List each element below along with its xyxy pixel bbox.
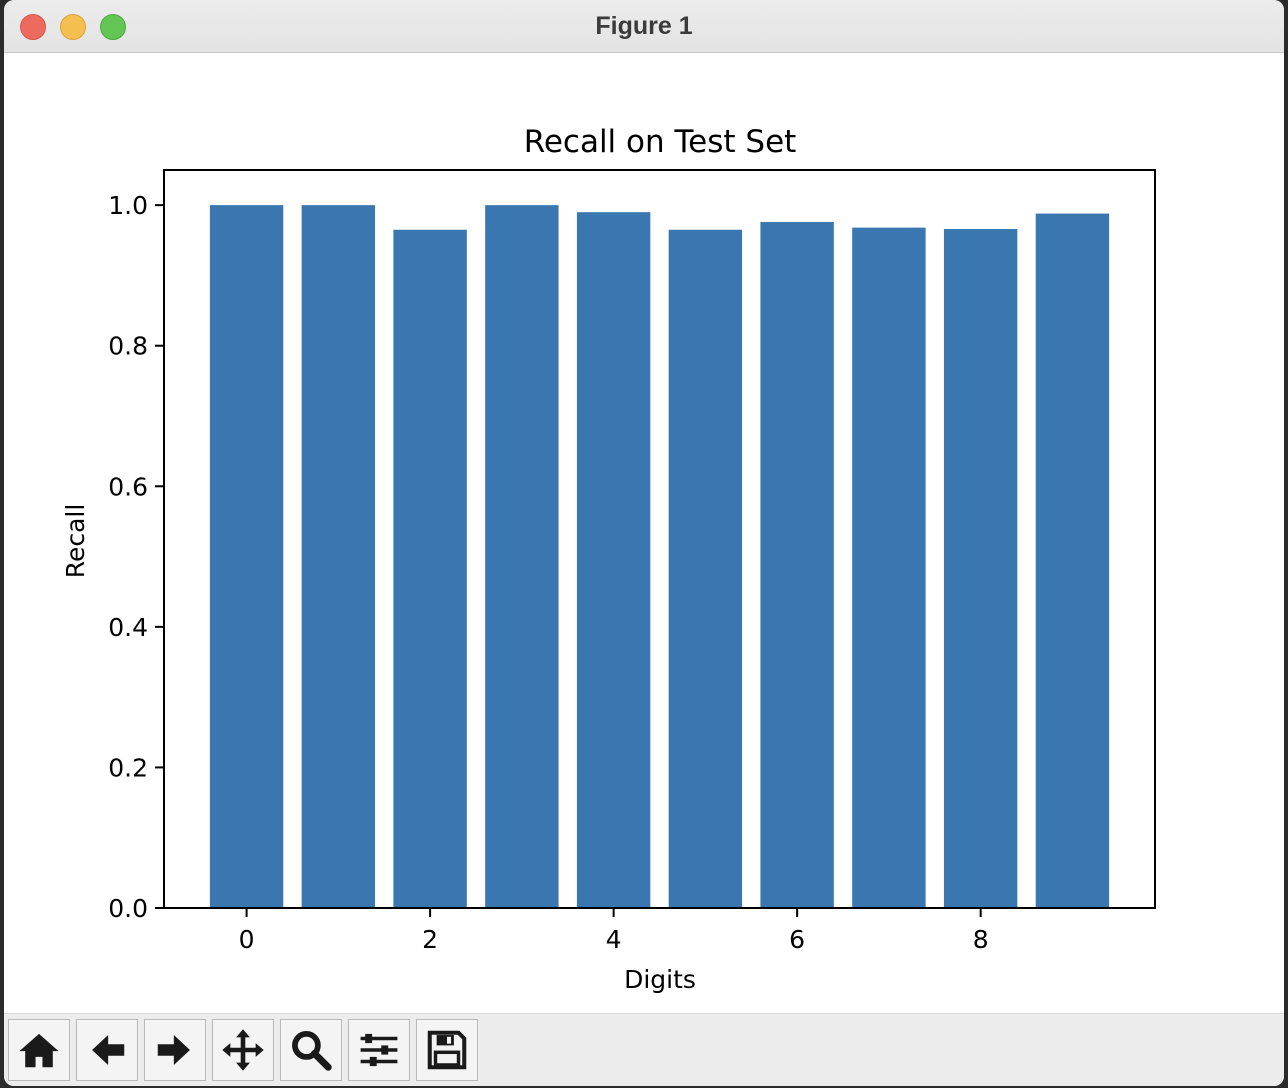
y-axis-label: Recall xyxy=(61,504,90,579)
pan-button[interactable] xyxy=(212,1019,274,1081)
x-axis-label: Digits xyxy=(624,965,696,994)
save-button[interactable] xyxy=(416,1019,478,1081)
navigation-toolbar xyxy=(4,1013,1284,1086)
forward-button[interactable] xyxy=(144,1019,206,1081)
bar-digit-0 xyxy=(209,205,284,909)
save-icon xyxy=(427,1030,467,1070)
maximize-window-button[interactable] xyxy=(100,14,126,40)
window-title: Figure 1 xyxy=(595,12,693,40)
bar-digit-9 xyxy=(1035,213,1110,908)
bar-digit-5 xyxy=(668,229,743,908)
bar-chart: Recall on Test Set Digits Recall 0 2 4 6 8 0… xyxy=(61,124,1156,994)
plot-area-frame xyxy=(163,169,1156,909)
close-window-button[interactable] xyxy=(20,14,46,40)
title-bar[interactable]: Figure 1 xyxy=(4,0,1284,53)
forward-arrow-icon xyxy=(157,1035,190,1065)
x-tick-label: 0 xyxy=(239,925,255,954)
figure-window: Figure 1 Recall on Test Set Digits Recal… xyxy=(4,0,1284,1086)
home-icon xyxy=(19,1033,59,1068)
bar-digit-6 xyxy=(760,222,834,909)
y-tick-label: 0.8 xyxy=(108,332,148,361)
bar-digit-4 xyxy=(576,212,651,908)
minimize-window-button[interactable] xyxy=(60,14,86,40)
y-tick-label: 0.0 xyxy=(108,894,148,923)
y-tick-label: 0.4 xyxy=(108,613,148,642)
zoom-button[interactable] xyxy=(280,1019,342,1081)
zoom-icon xyxy=(292,1031,332,1071)
back-button[interactable] xyxy=(76,1019,138,1081)
bar-digit-2 xyxy=(393,229,467,908)
configure-subplots-icon xyxy=(360,1033,398,1067)
bar-digit-3 xyxy=(485,205,559,909)
back-arrow-icon xyxy=(92,1035,125,1065)
y-tick-label: 1.0 xyxy=(108,191,148,220)
configure-subplots-button[interactable] xyxy=(348,1019,410,1081)
pan-icon xyxy=(222,1029,264,1071)
chart-title: Recall on Test Set xyxy=(524,124,797,160)
x-tick-label: 8 xyxy=(973,925,989,954)
y-tick-label: 0.2 xyxy=(108,753,148,782)
bar-digit-8 xyxy=(943,229,1018,909)
bar-digit-1 xyxy=(301,205,376,909)
figure-canvas[interactable]: Recall on Test Set Digits Recall 0 2 4 6 8 0… xyxy=(4,53,1284,1013)
y-tick-label: 0.6 xyxy=(108,472,148,501)
x-tick-label: 4 xyxy=(606,925,622,954)
home-button[interactable] xyxy=(8,1019,70,1081)
x-tick-label: 6 xyxy=(789,925,805,954)
x-tick-label: 2 xyxy=(422,925,438,954)
bar-digit-7 xyxy=(852,227,926,909)
